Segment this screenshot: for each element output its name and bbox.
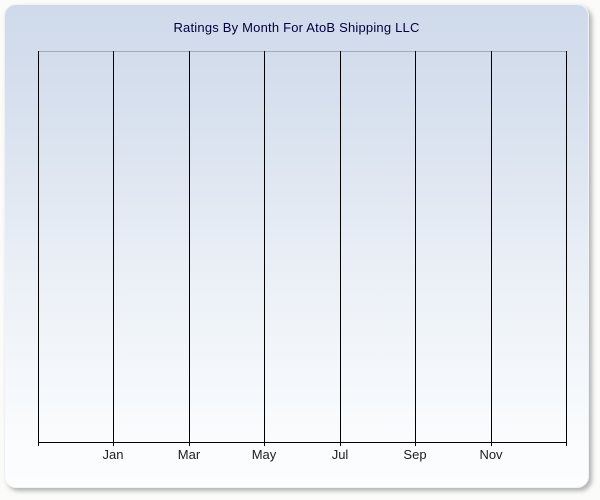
x-gridline — [264, 51, 265, 446]
x-tick-label: May — [251, 447, 277, 462]
chart-title: Ratings By Month For AtoB Shipping LLC — [173, 20, 420, 35]
chart-panel: Ratings By Month For AtoB Shipping LLC J… — [4, 4, 589, 488]
x-gridline — [491, 51, 492, 446]
x-tick-label: Jul — [331, 447, 349, 462]
x-gridline — [38, 51, 39, 446]
x-tick-label: Mar — [177, 447, 201, 462]
plot-top-border — [38, 51, 567, 52]
x-gridline — [189, 51, 190, 446]
x-axis-line — [38, 442, 567, 443]
x-tick-label: Jan — [102, 447, 124, 462]
x-tick-label: Sep — [403, 447, 427, 462]
plot-area: Jan Mar May Jul Sep Nov — [38, 51, 567, 462]
x-gridline — [566, 51, 567, 446]
x-gridline — [113, 51, 114, 446]
x-gridline — [415, 51, 416, 446]
x-tick-label: Nov — [479, 447, 503, 462]
x-gridline — [340, 51, 341, 446]
